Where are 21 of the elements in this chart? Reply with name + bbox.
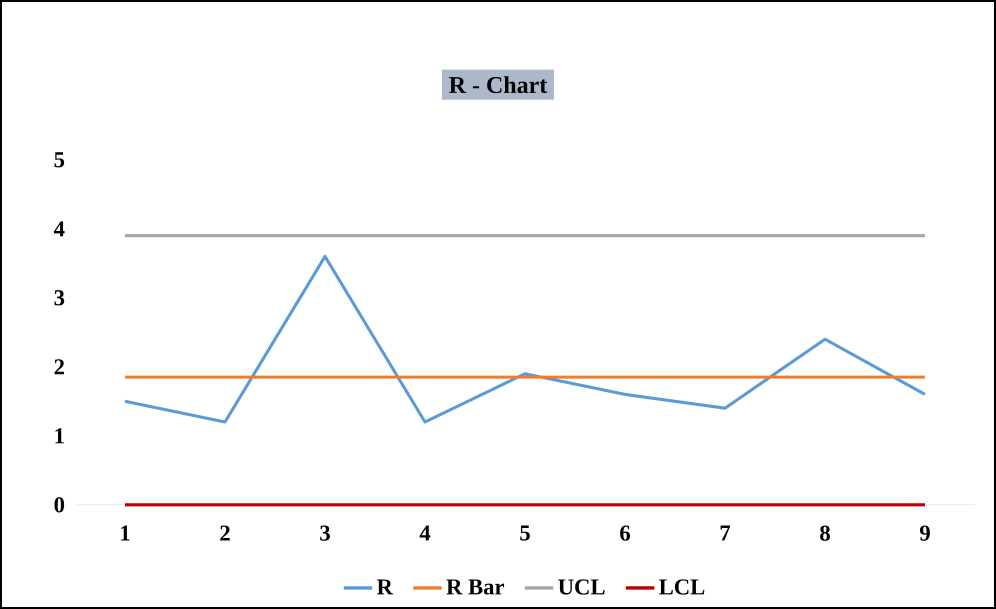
y-tick-label: 3 xyxy=(54,290,64,306)
x-tick-label: 9 xyxy=(920,526,930,541)
x-tick-label: 2 xyxy=(220,526,230,541)
x-tick-label: 1 xyxy=(121,526,130,540)
x-tick-label: 5 xyxy=(520,526,530,541)
y-tick-label: 2 xyxy=(54,359,64,374)
x-tick-label: 4 xyxy=(420,526,430,540)
x-tick-label: 7 xyxy=(720,526,730,540)
legend-label: R xyxy=(376,579,394,594)
legend-label: LCL xyxy=(659,579,704,595)
y-tick-label: 1 xyxy=(55,428,64,444)
line-series xyxy=(123,254,927,424)
x-tick-label: 6 xyxy=(620,526,630,541)
chart-title: R - Chart xyxy=(449,76,548,94)
y-tick-label: 4 xyxy=(54,221,65,236)
y-tick-label: 5 xyxy=(54,152,64,168)
x-tick-label: 8 xyxy=(820,526,830,541)
legend-label: R Bar xyxy=(446,579,504,595)
y-tick-label: 0 xyxy=(54,497,64,512)
legend-label: UCL xyxy=(558,579,605,595)
x-tick-label: 3 xyxy=(320,526,330,541)
